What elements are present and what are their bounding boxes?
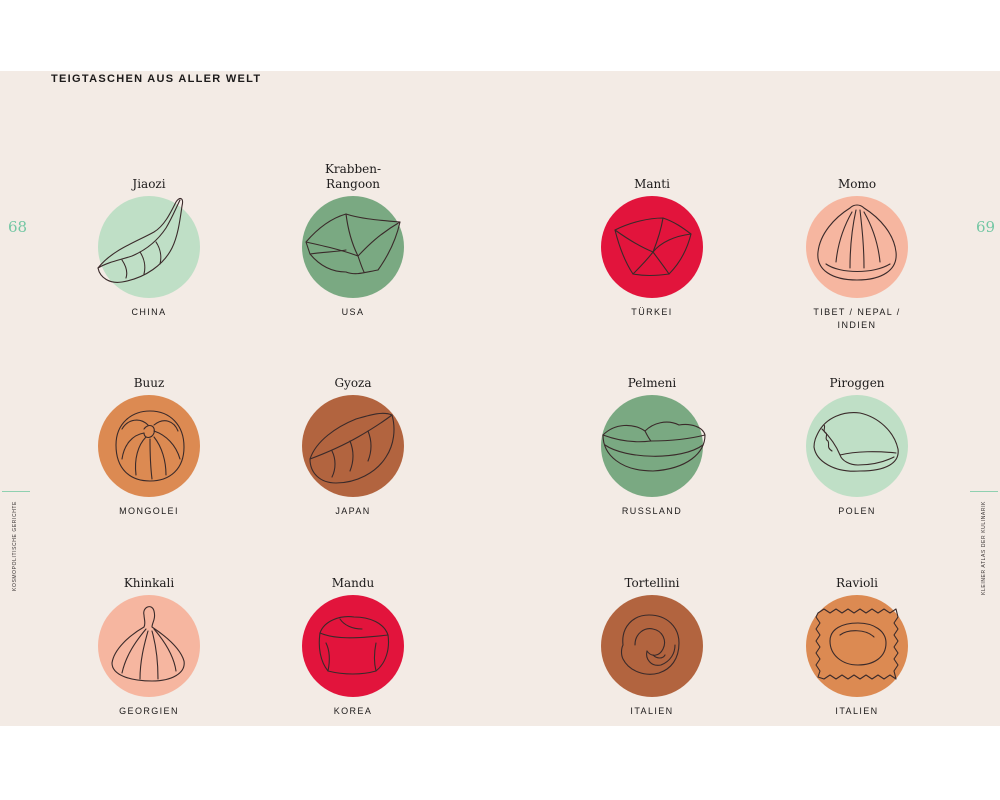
dumpling-country: GEORGIEN <box>119 706 179 716</box>
color-disc <box>302 395 404 497</box>
dumpling-country: TÜRKEI <box>631 307 673 317</box>
edge-divider-right <box>970 491 998 492</box>
color-disc <box>98 395 200 497</box>
dumpling-country: POLEN <box>838 506 876 516</box>
dumpling-country: KOREA <box>333 706 373 716</box>
dumpling-name: Krabben- Rangoon <box>324 162 382 191</box>
pelmeni-icon <box>602 421 706 472</box>
color-disc <box>806 196 908 298</box>
piroggen-icon <box>813 412 899 472</box>
color-disc <box>302 196 404 298</box>
section-title: TEIGTASCHEN AUS ALLER WELT <box>51 73 262 85</box>
book-spread: TEIGTASCHEN AUS ALLER WELT 68 69 KOSMOPO… <box>0 71 1000 726</box>
buuz-icon <box>115 410 185 482</box>
dumpling-card-khinkali: Khinkali GEORGIEN <box>74 555 224 718</box>
khinkali-icon <box>111 606 185 682</box>
dumpling-card-manti: Manti TÜRKEI <box>577 156 727 319</box>
dumpling-name: Piroggen <box>829 376 885 390</box>
color-disc <box>302 595 404 697</box>
dumpling-country: ITALIEN <box>835 706 879 716</box>
dumpling-name: Jiaozi <box>132 177 166 191</box>
dumpling-country: JAPAN <box>335 506 371 516</box>
color-disc <box>806 595 908 697</box>
edge-divider-left <box>2 491 30 492</box>
dumpling-country: ITALIEN <box>630 706 674 716</box>
momo-icon <box>817 204 897 281</box>
dumpling-name: Buuz <box>133 376 165 390</box>
dumpling-card-mandu: Mandu KOREA <box>278 555 428 718</box>
dumpling-name: Gyoza <box>334 376 372 390</box>
gyoza-icon <box>309 412 395 484</box>
dumpling-name: Khinkali <box>123 576 175 590</box>
dumpling-country: RUSSLAND <box>621 506 683 516</box>
page-number-right: 69 <box>976 218 996 236</box>
dumpling-card-ravioli: Ravioli ITALIEN <box>782 555 932 718</box>
dumpling-country: TIBET / NEPAL / INDIEN <box>813 307 901 330</box>
dumpling-name: Manti <box>634 177 670 191</box>
color-disc <box>601 196 703 298</box>
tortellini-icon <box>620 614 680 675</box>
side-label-right: KLEINER ATLAS DER KULINARIK <box>981 501 987 595</box>
dumpling-name: Tortellini <box>624 576 680 590</box>
color-disc <box>98 595 200 697</box>
dumpling-name: Mandu <box>331 576 375 590</box>
side-label-left: KOSMOPOLITISCHE GERICHTE <box>12 501 18 591</box>
manti-icon <box>614 217 692 277</box>
color-disc <box>601 595 703 697</box>
dumpling-country: MONGOLEI <box>119 506 179 516</box>
dumpling-card-momo: Momo TIBET / NEPAL / INDIEN <box>782 156 932 332</box>
dumpling-country: CHINA <box>131 307 167 317</box>
color-disc <box>97 196 200 298</box>
dumpling-card-krabben-rangoon: Krabben- Rangoon USA <box>278 156 428 319</box>
dumpling-card-pelmeni: Pelmeni RUSSLAND <box>577 355 727 518</box>
dumpling-card-gyoza: Gyoza JAPAN <box>278 355 428 518</box>
dumpling-country: USA <box>341 307 365 317</box>
dumpling-name: Momo <box>837 177 877 191</box>
page-number-left: 68 <box>8 218 28 236</box>
krabben-rangoon-icon <box>305 213 401 275</box>
dumpling-name: Ravioli <box>836 576 878 590</box>
jiaozi-icon <box>97 197 184 283</box>
color-disc <box>601 395 706 497</box>
dumpling-card-piroggen: Piroggen POLEN <box>782 355 932 518</box>
dumpling-name: Pelmeni <box>627 376 677 390</box>
dumpling-card-tortellini: Tortellini ITALIEN <box>577 555 727 718</box>
color-disc <box>806 395 908 497</box>
mandu-icon <box>318 616 390 675</box>
ravioli-icon <box>815 608 899 680</box>
dumpling-card-jiaozi: Jiaozi CHINA <box>74 156 224 319</box>
dumpling-card-buuz: Buuz MONGOLEI <box>74 355 224 518</box>
